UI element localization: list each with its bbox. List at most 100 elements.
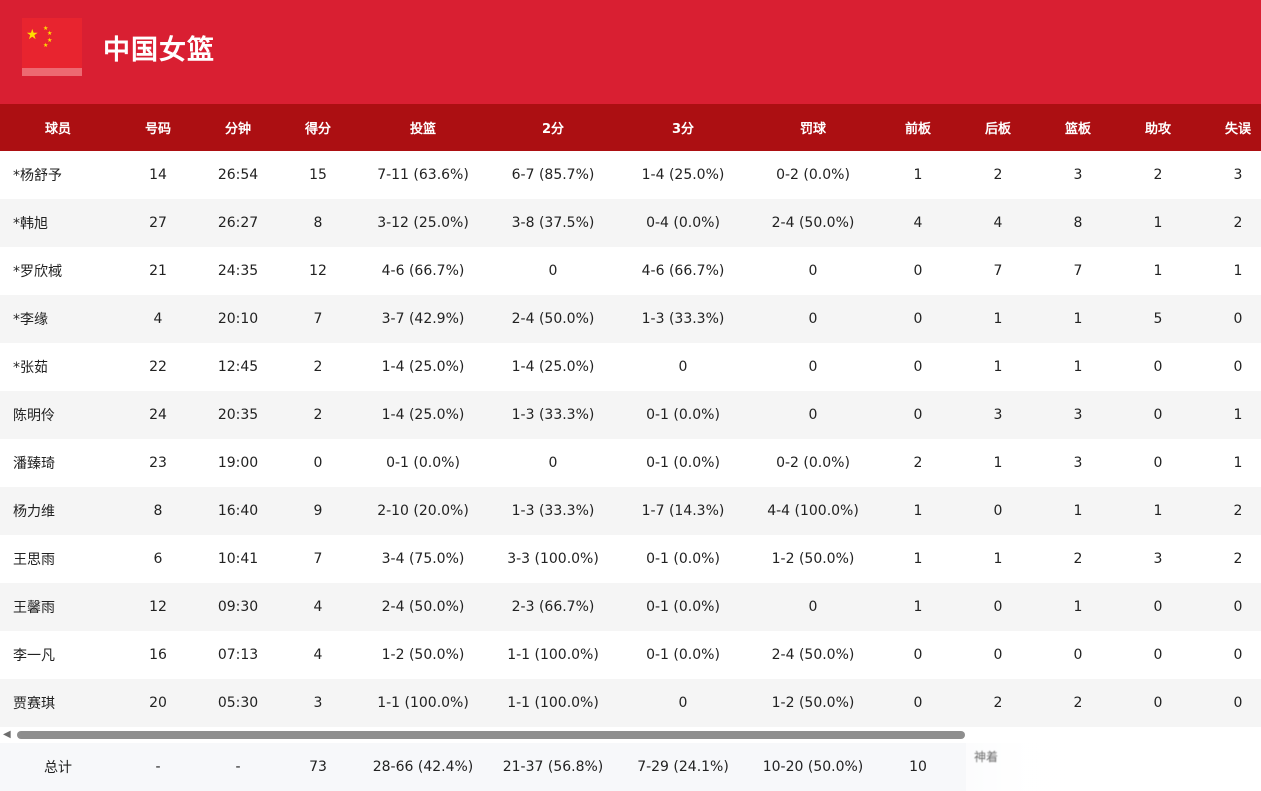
cell-two-pt: 1-3 (33.3%): [511, 407, 595, 423]
cell-off-reb: 4: [913, 215, 923, 231]
cell-three-pt: 4-6 (66.7%): [641, 263, 725, 279]
cell-ft: 0: [808, 599, 818, 615]
cell-two-pt: 6-7 (85.7%): [511, 167, 595, 183]
cell-two-pt: 1-3 (33.3%): [511, 503, 595, 519]
cell-two-pt: 1-1 (100.0%): [507, 647, 599, 663]
total-points: 73: [309, 759, 327, 775]
cell-minutes: 26:54: [217, 167, 259, 183]
cell-off-reb: 0: [913, 359, 923, 375]
total-ft: 10-20 (50.0%): [762, 759, 864, 775]
cell-player: 李一凡: [13, 648, 55, 664]
cell-two-pt: 1-4 (25.0%): [511, 359, 595, 375]
column-header-points: 得分: [304, 122, 331, 137]
table-row: 王馨雨 12 09:30 4 2-4 (50.0%) 2-3 (66.7%) 0-1 (0.…: [0, 583, 1261, 631]
cell-three-pt: 1-7 (14.3%): [641, 503, 725, 519]
total-three-pt: 7-29 (24.1%): [637, 759, 729, 775]
overlay-text: 神着: [974, 750, 999, 764]
cell-minutes: 24:35: [217, 263, 259, 279]
total-off-reb: 10: [909, 759, 927, 775]
table-row: 潘臻琦 23 19:00 0 0-1 (0.0%) 0 0-1 (0.0%) 0-2 (0.0…: [0, 439, 1261, 487]
table-row: 王思雨 6 10:41 7 3-4 (75.0%) 3-3 (100.0%) 0-1 (0.…: [0, 535, 1261, 583]
cell-minutes: 09:30: [217, 599, 259, 615]
cell-ast: 0: [1153, 695, 1163, 711]
cell-fg: 1-1 (100.0%): [377, 695, 469, 711]
cell-three-pt: 0-1 (0.0%): [646, 599, 720, 615]
cell-two-pt: 3-8 (37.5%): [511, 215, 595, 231]
team-name: 中国女篮: [103, 35, 215, 66]
column-header-fg: 投篮: [409, 122, 436, 137]
cell-off-reb: 2: [913, 455, 923, 471]
cell-number: 14: [149, 167, 167, 183]
cell-reb: 1: [1073, 311, 1083, 327]
cell-ft: 1-2 (50.0%): [771, 551, 855, 567]
cell-def-reb: 1: [993, 359, 1003, 375]
cell-ft: 0-2 (0.0%): [776, 167, 850, 183]
cell-fg: 3-7 (42.9%): [381, 311, 465, 327]
cell-tov: 2: [1233, 551, 1243, 567]
cell-def-reb: 0: [993, 599, 1003, 615]
cell-ast: 0: [1153, 599, 1163, 615]
scroll-thumb[interactable]: [17, 731, 965, 739]
table-row: 李一凡 16 07:13 4 1-2 (50.0%) 1-1 (100.0%) 0-1 (0…: [0, 631, 1261, 679]
horizontal-scrollbar[interactable]: ◀: [0, 728, 1261, 742]
cell-ft: 0: [808, 311, 818, 327]
cell-number: 16: [149, 647, 167, 663]
cell-points: 9: [313, 503, 323, 519]
cell-points: 2: [313, 359, 323, 375]
cell-minutes: 05:30: [217, 695, 259, 711]
cell-ast: 1: [1153, 215, 1163, 231]
cell-tov: 1: [1233, 407, 1243, 423]
cell-player: *罗欣棫: [13, 264, 62, 280]
cell-fg: 1-4 (25.0%): [381, 407, 465, 423]
cell-off-reb: 1: [913, 599, 923, 615]
cell-points: 2: [313, 407, 323, 423]
scroll-left-arrow-icon[interactable]: ◀: [3, 729, 11, 740]
blur-overlay: [966, 732, 1261, 791]
cell-ast: 2: [1153, 167, 1163, 183]
total-minutes: -: [235, 759, 241, 775]
cell-number: 27: [149, 215, 167, 231]
cell-reb: 3: [1073, 167, 1083, 183]
table-row: *张茹 22 12:45 2 1-4 (25.0%) 1-4 (25.0%) 0 0 0 1 1 0 0: [0, 343, 1261, 391]
cell-number: 8: [153, 503, 163, 519]
cell-minutes: 20:35: [217, 407, 259, 423]
cell-off-reb: 1: [913, 503, 923, 519]
cell-tov: 3: [1233, 167, 1243, 183]
cell-three-pt: 1-4 (25.0%): [641, 167, 725, 183]
cell-off-reb: 0: [913, 407, 923, 423]
cell-fg: 7-11 (63.6%): [377, 167, 469, 183]
table-row: *韩旭 27 26:27 8 3-12 (25.0%) 3-8 (37.5%) 0-4 (0…: [0, 199, 1261, 247]
cell-points: 7: [313, 311, 323, 327]
column-header-ast: 助攻: [1144, 122, 1171, 137]
china-flag-icon: ★ ★ ★ ★ ★: [22, 18, 82, 76]
cell-number: 22: [149, 359, 167, 375]
cell-number: 6: [153, 551, 163, 567]
cell-player: 杨力维: [13, 504, 55, 520]
cell-two-pt: 1-1 (100.0%): [507, 695, 599, 711]
cell-ft: 4-4 (100.0%): [767, 503, 859, 519]
cell-reb: 3: [1073, 455, 1083, 471]
cell-number: 21: [149, 263, 167, 279]
cell-two-pt: 0: [548, 455, 558, 471]
cell-ft: 0-2 (0.0%): [776, 455, 850, 471]
column-header-off-reb: 前板: [904, 122, 931, 137]
cell-tov: 2: [1233, 503, 1243, 519]
cell-reb: 1: [1073, 503, 1083, 519]
cell-tov: 2: [1233, 215, 1243, 231]
cell-reb: 1: [1073, 359, 1083, 375]
table-row: *罗欣棫 21 24:35 12 4-6 (66.7%) 0 4-6 (66.7%) 0 0 7 7…: [0, 247, 1261, 295]
total-number: -: [155, 759, 161, 775]
cell-points: 8: [313, 215, 323, 231]
table-row: 杨力维 8 16:40 9 2-10 (20.0%) 1-3 (33.3%) 1-7 (14…: [0, 487, 1261, 535]
cell-number: 23: [149, 455, 167, 471]
box-score-table: 球员 号码 分钟 得分 投篮 2分 3分 罚球 前板 后板 篮板 助攻 失误 *杨舒予 14 26:54 15…: [0, 104, 1261, 727]
column-header-def-reb: 后板: [984, 122, 1011, 137]
cell-three-pt: 0: [678, 359, 688, 375]
cell-three-pt: 0-1 (0.0%): [646, 407, 720, 423]
cell-def-reb: 2: [993, 695, 1003, 711]
team-header: ★ ★ ★ ★ ★ 中国女篮: [0, 0, 1261, 104]
cell-three-pt: 0-1 (0.0%): [646, 455, 720, 471]
cell-tov: 0: [1233, 359, 1243, 375]
cell-reb: 2: [1073, 695, 1083, 711]
column-header-player: 球员: [44, 122, 71, 137]
